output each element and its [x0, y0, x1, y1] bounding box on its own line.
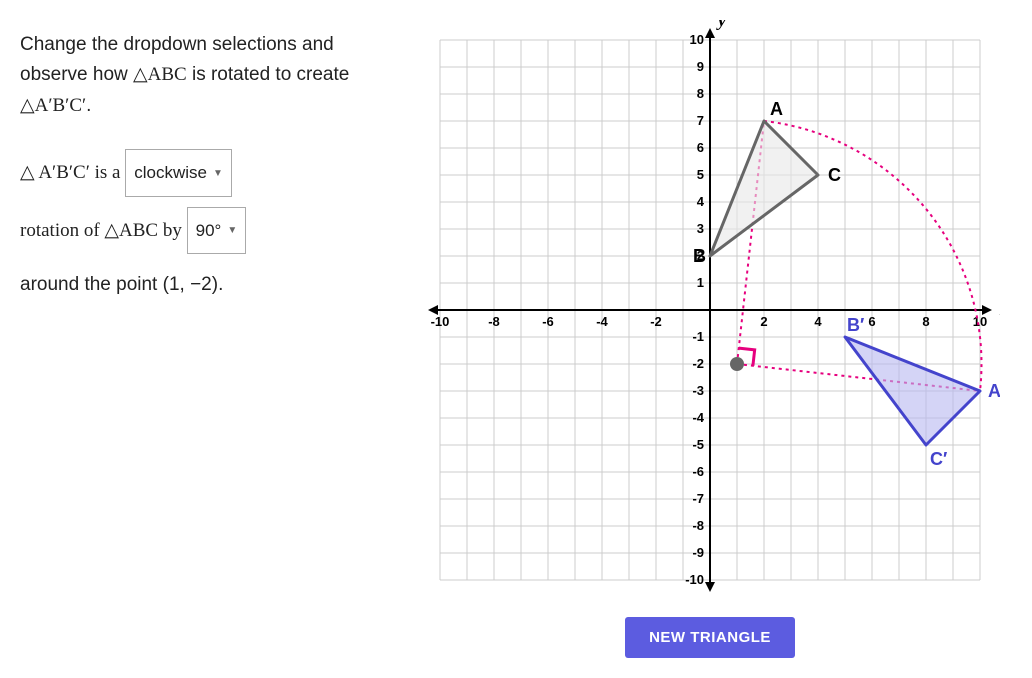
- svg-text:8: 8: [922, 314, 929, 329]
- svg-text:-2: -2: [692, 356, 704, 371]
- svg-text:6: 6: [868, 314, 875, 329]
- svg-text:2: 2: [760, 314, 767, 329]
- statement-line-1: △ A′B′C′ is a clockwise ▼: [20, 149, 400, 196]
- stmt3-pre: around the point: [20, 274, 163, 295]
- svg-text:-4: -4: [596, 314, 608, 329]
- svg-text:B: B: [693, 246, 706, 266]
- svg-text:-10: -10: [685, 572, 704, 587]
- svg-text:y: y: [716, 20, 727, 30]
- instr-tri-abc: △ABC: [133, 64, 187, 85]
- svg-text:4: 4: [697, 194, 705, 209]
- svg-text:3: 3: [697, 221, 704, 236]
- stmt2-pre: rotation of △ABC by: [20, 220, 187, 241]
- svg-text:4: 4: [814, 314, 822, 329]
- svg-text:A: A: [770, 99, 783, 119]
- svg-text:7: 7: [697, 113, 704, 128]
- new-triangle-button[interactable]: NEW TRIANGLE: [625, 617, 795, 658]
- stmt1-pre: △ A′B′C′ is a: [20, 162, 125, 183]
- svg-text:-4: -4: [692, 410, 704, 425]
- angle-value: 90°: [196, 221, 222, 240]
- svg-text:6: 6: [697, 140, 704, 155]
- direction-dropdown[interactable]: clockwise ▼: [125, 149, 232, 196]
- svg-text:C′: C′: [930, 449, 947, 469]
- statement-line-2: rotation of △ABC by 90° ▼: [20, 207, 400, 254]
- stmt3-point: (1, −2).: [163, 274, 224, 295]
- svg-text:5: 5: [697, 167, 704, 182]
- svg-text:-5: -5: [692, 437, 704, 452]
- svg-text:-9: -9: [692, 545, 704, 560]
- direction-value: clockwise: [134, 163, 207, 182]
- svg-text:A′: A′: [988, 381, 1000, 401]
- svg-text:B′: B′: [847, 315, 864, 335]
- instr-mid: is rotated to create: [187, 64, 350, 85]
- dropdown-icon: ▼: [213, 163, 223, 185]
- angle-dropdown[interactable]: 90° ▼: [187, 207, 247, 254]
- svg-text:-2: -2: [650, 314, 662, 329]
- svg-text:-3: -3: [692, 383, 704, 398]
- svg-text:C: C: [828, 165, 841, 185]
- statement-line-3: around the point (1, −2).: [20, 264, 400, 306]
- svg-text:10: 10: [973, 314, 987, 329]
- coordinate-chart: -10-8-6-4-2246810-10-9-8-7-6-5-4-3-2-112…: [420, 20, 1000, 605]
- dropdown-icon: ▼: [227, 220, 237, 242]
- svg-text:9: 9: [697, 59, 704, 74]
- svg-text:-10: -10: [431, 314, 450, 329]
- svg-text:-8: -8: [692, 518, 704, 533]
- svg-text:-8: -8: [488, 314, 500, 329]
- svg-text:-6: -6: [542, 314, 554, 329]
- instruction-text: Change the dropdown selections and obser…: [20, 30, 400, 121]
- instr-tri-abcprime: △A′B′C′: [20, 95, 86, 116]
- instr-period: .: [86, 95, 91, 116]
- svg-text:-6: -6: [692, 464, 704, 479]
- svg-text:-7: -7: [692, 491, 704, 506]
- svg-text:x: x: [999, 299, 1000, 319]
- svg-text:10: 10: [690, 32, 704, 47]
- svg-text:-1: -1: [692, 329, 704, 344]
- svg-text:1: 1: [697, 275, 704, 290]
- svg-text:8: 8: [697, 86, 704, 101]
